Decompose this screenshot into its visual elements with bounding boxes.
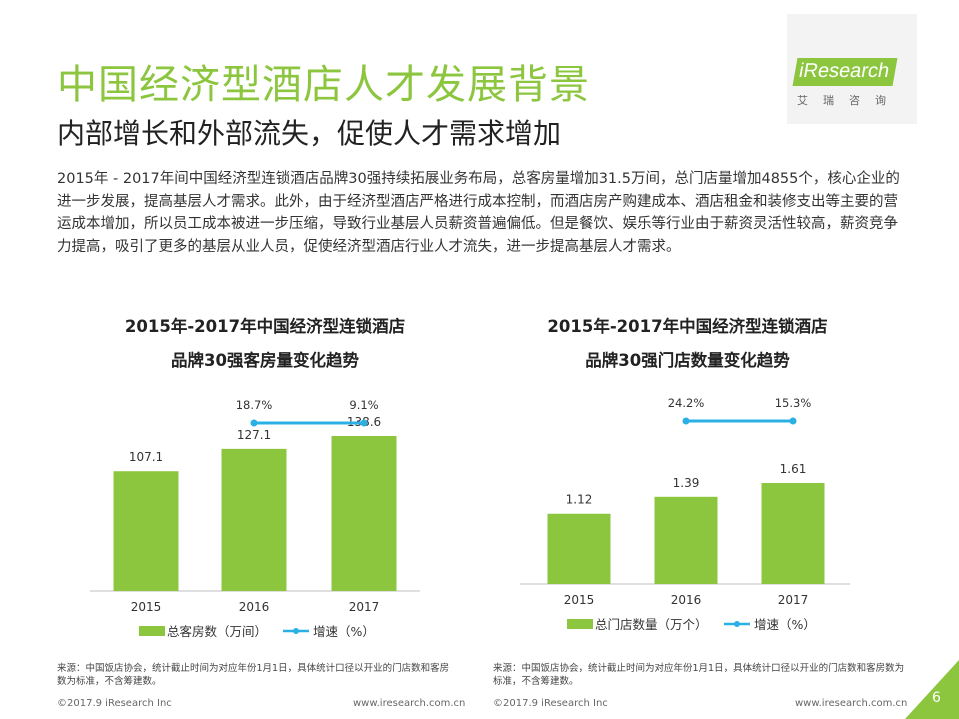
source-note-left: 来源：中国饭店协会，统计截止时间为对应年份1月1日，具体统计口径以开业的门店数和… bbox=[57, 663, 450, 687]
x-tick-label: 2016 bbox=[671, 593, 702, 607]
legend-bar-label: 总客房数（万间） bbox=[167, 624, 267, 639]
x-tick-label: 2015 bbox=[131, 600, 162, 614]
intro-paragraph: 2015年 - 2017年间中国经济型连锁酒店品牌30强持续拓展业务布局，总客房… bbox=[57, 171, 900, 255]
bar-2016 bbox=[654, 496, 718, 584]
chart2-stores: 1.12 2015 1.39 2016 1.61 2017 24.2% 15.3% 总门店数量（… bbox=[520, 396, 850, 632]
chart2-title: 2015年-2017年中国经济型连锁酒店 品牌30强门店数量变化趋势 bbox=[475, 310, 900, 378]
source-note-right: 来源：中国饭店协会，统计截止时间为对应年份1月1日，具体统计口径以开业的门店数和… bbox=[493, 663, 905, 687]
footer-url-left[interactable]: www.iresearch.com.cn bbox=[353, 698, 466, 709]
page-subtitle: 内部增长和外部流失，促使人才需求增加 bbox=[57, 117, 562, 150]
legend-bar-swatch bbox=[139, 626, 165, 636]
growth-point bbox=[360, 419, 368, 427]
legend-bar-label: 总门店数量（万个） bbox=[595, 617, 708, 632]
legend-line-label: 增速（%） bbox=[313, 624, 375, 639]
x-tick-label: 2017 bbox=[778, 593, 809, 607]
page-title: 中国经济型酒店人才发展背景 bbox=[57, 62, 590, 108]
bar-2015 bbox=[113, 471, 179, 591]
bar-value-label: 1.39 bbox=[673, 476, 700, 490]
logo-wordmark: iResearch bbox=[792, 58, 898, 86]
footer-url-right[interactable]: www.iresearch.com.cn bbox=[795, 698, 908, 709]
growth-label: 9.1% bbox=[349, 398, 378, 412]
chart1-title-line2: 品牌30强客房量变化趋势 bbox=[171, 351, 359, 370]
page-number: 6 bbox=[932, 690, 941, 706]
growth-label: 18.7% bbox=[236, 398, 273, 412]
chart2-title-line1: 2015年-2017年中国经济型连锁酒店 bbox=[547, 317, 828, 336]
bar-2016 bbox=[221, 448, 287, 591]
bar-value-label: 127.1 bbox=[237, 428, 271, 442]
legend-line-label: 增速（%） bbox=[754, 617, 816, 632]
growth-point bbox=[250, 419, 258, 427]
bar-2017 bbox=[761, 483, 825, 584]
growth-point bbox=[789, 417, 797, 425]
x-tick-label: 2017 bbox=[349, 600, 380, 614]
chart1-rooms: 107.12015127.12016138.6201718.7%9.1%总客房数… bbox=[90, 398, 420, 639]
footer-copyright-right: ©2017.9 iResearch Inc bbox=[493, 698, 608, 709]
legend-bar-swatch bbox=[567, 619, 593, 629]
bar-2017 bbox=[331, 436, 397, 591]
chart1-title: 2015年-2017年中国经济型连锁酒店 品牌30强客房量变化趋势 bbox=[60, 310, 470, 378]
page-corner-triangle bbox=[905, 660, 959, 719]
logo-chinese: 艾瑞咨询 bbox=[797, 94, 901, 107]
footer-copyright-left: ©2017.9 iResearch Inc bbox=[57, 698, 172, 709]
legend-line-marker bbox=[734, 621, 740, 627]
bar-value-label: 107.1 bbox=[129, 450, 163, 464]
chart1-title-line1: 2015年-2017年中国经济型连锁酒店 bbox=[124, 317, 406, 336]
legend-line-marker bbox=[293, 628, 299, 634]
bar-value-label: 1.12 bbox=[566, 493, 593, 507]
x-tick-label: 2016 bbox=[239, 600, 270, 614]
growth-label: 24.2% bbox=[668, 396, 705, 410]
growth-point bbox=[682, 417, 690, 425]
bar-value-label: 1.61 bbox=[780, 462, 807, 476]
x-tick-label: 2015 bbox=[564, 593, 595, 607]
bar-2015 bbox=[547, 513, 611, 584]
chart2-title-line2: 品牌30强门店数量变化趋势 bbox=[585, 351, 790, 370]
growth-label: 15.3% bbox=[775, 396, 812, 410]
